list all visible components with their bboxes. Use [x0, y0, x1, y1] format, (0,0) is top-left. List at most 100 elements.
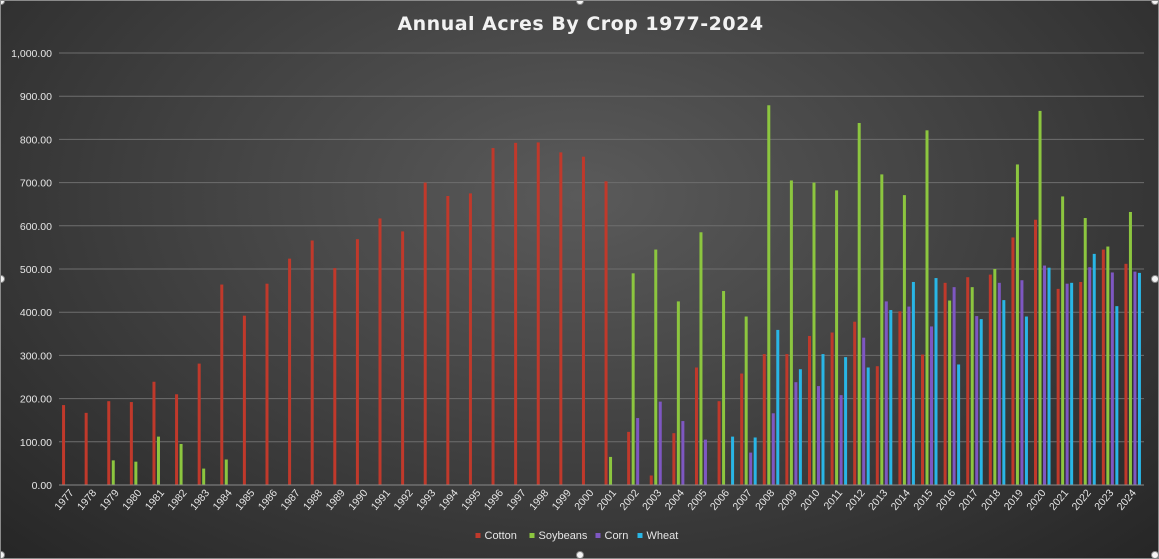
bar-wheat[interactable] — [753, 437, 757, 485]
bar-soybeans[interactable] — [857, 122, 861, 485]
bar-corn[interactable] — [1065, 283, 1069, 485]
bar-cotton[interactable] — [966, 277, 970, 485]
bar-cotton[interactable] — [943, 282, 947, 485]
bar-cotton[interactable] — [401, 231, 405, 485]
bar-soybeans[interactable] — [1038, 110, 1042, 485]
bar-wheat[interactable] — [1070, 282, 1074, 485]
bar-corn[interactable] — [794, 382, 798, 485]
bar-cotton[interactable] — [423, 182, 427, 485]
bar-soybeans[interactable] — [722, 291, 726, 485]
bar-corn[interactable] — [930, 326, 934, 485]
bar-cotton[interactable] — [853, 321, 857, 485]
bar-cotton[interactable] — [152, 381, 156, 485]
bar-corn[interactable] — [862, 337, 866, 485]
bar-soybeans[interactable] — [1128, 211, 1132, 485]
bar-cotton[interactable] — [446, 195, 450, 485]
bar-cotton[interactable] — [559, 152, 563, 486]
bar-soybeans[interactable] — [699, 232, 703, 485]
bar-cotton[interactable] — [1101, 249, 1105, 485]
resize-handle-middle-right[interactable] — [1151, 275, 1158, 283]
bar-wheat[interactable] — [957, 364, 961, 485]
bar-cotton[interactable] — [491, 148, 495, 486]
bar-cotton[interactable] — [762, 354, 766, 485]
bar-soybeans[interactable] — [1083, 218, 1087, 486]
bar-cotton[interactable] — [310, 240, 314, 485]
bar-corn[interactable] — [771, 413, 775, 485]
bar-soybeans[interactable] — [767, 105, 771, 485]
bar-cotton[interactable] — [514, 142, 518, 485]
bar-cotton[interactable] — [62, 405, 66, 485]
bar-wheat[interactable] — [979, 319, 983, 485]
bar-cotton[interactable] — [830, 332, 834, 485]
bar-cotton[interactable] — [785, 354, 789, 485]
bar-soybeans[interactable] — [948, 300, 952, 485]
bar-cotton[interactable] — [378, 218, 382, 485]
bar-cotton[interactable] — [1056, 288, 1060, 485]
bar-soybeans[interactable] — [631, 273, 635, 485]
bar-cotton[interactable] — [875, 366, 879, 485]
bar-wheat[interactable] — [1115, 306, 1119, 485]
bar-cotton[interactable] — [1124, 263, 1128, 485]
resize-handle-bottom-left[interactable] — [1, 551, 5, 558]
bar-corn[interactable] — [681, 421, 685, 485]
bar-wheat[interactable] — [798, 369, 802, 485]
bar-cotton[interactable] — [265, 283, 269, 485]
bar-wheat[interactable] — [911, 281, 915, 485]
bar-corn[interactable] — [749, 452, 753, 485]
legend-item-wheat[interactable]: Wheat — [637, 530, 679, 542]
bar-wheat[interactable] — [889, 310, 893, 485]
bar-soybeans[interactable] — [970, 287, 974, 485]
bar-soybeans[interactable] — [1061, 196, 1065, 485]
bar-cotton[interactable] — [1034, 219, 1038, 485]
bar-wheat[interactable] — [1047, 267, 1051, 485]
bar-cotton[interactable] — [717, 401, 721, 485]
bar-corn[interactable] — [884, 301, 888, 485]
bar-cotton[interactable] — [107, 401, 111, 485]
bar-wheat[interactable] — [844, 357, 848, 485]
bar-soybeans[interactable] — [835, 190, 839, 485]
bar-cotton[interactable] — [355, 239, 359, 485]
bar-cotton[interactable] — [921, 354, 925, 485]
bar-corn[interactable] — [1043, 265, 1047, 485]
bar-cotton[interactable] — [242, 315, 246, 485]
bar-corn[interactable] — [1020, 280, 1024, 485]
bar-cotton[interactable] — [694, 367, 698, 485]
bar-soybeans[interactable] — [1106, 246, 1110, 485]
bar-soybeans[interactable] — [224, 459, 228, 485]
bar-soybeans[interactable] — [1015, 164, 1019, 485]
resize-handle-bottom-right[interactable] — [1151, 551, 1158, 558]
legend-item-soybeans[interactable]: Soybeans — [529, 530, 588, 542]
bar-cotton[interactable] — [672, 433, 676, 485]
bar-cotton[interactable] — [649, 475, 653, 485]
bar-soybeans[interactable] — [609, 456, 613, 485]
bar-corn[interactable] — [816, 386, 820, 485]
legend-item-cotton[interactable]: Cotton — [475, 530, 517, 542]
bar-corn[interactable] — [1133, 271, 1137, 485]
bar-cotton[interactable] — [1011, 237, 1015, 485]
bar-corn[interactable] — [975, 316, 979, 485]
bar-cotton[interactable] — [220, 284, 224, 485]
bar-cotton[interactable] — [581, 156, 585, 485]
bar-wheat[interactable] — [1137, 272, 1141, 485]
bar-corn[interactable] — [907, 306, 911, 485]
bar-corn[interactable] — [1110, 272, 1114, 485]
bar-cotton[interactable] — [197, 363, 201, 485]
bar-wheat[interactable] — [1002, 300, 1006, 485]
bar-wheat[interactable] — [776, 329, 780, 485]
bar-cotton[interactable] — [175, 394, 179, 485]
bar-soybeans[interactable] — [880, 174, 884, 485]
bar-wheat[interactable] — [866, 367, 870, 485]
bar-cotton[interactable] — [468, 193, 472, 485]
bar-cotton[interactable] — [740, 373, 744, 485]
resize-handle-bottom-center[interactable] — [576, 551, 584, 558]
bar-wheat[interactable] — [1024, 316, 1028, 485]
bar-soybeans[interactable] — [111, 460, 115, 485]
bar-corn[interactable] — [997, 282, 1001, 485]
bar-soybeans[interactable] — [134, 461, 138, 485]
bar-soybeans[interactable] — [744, 316, 748, 485]
bar-soybeans[interactable] — [789, 180, 793, 485]
bar-cotton[interactable] — [627, 431, 631, 485]
bar-corn[interactable] — [636, 418, 640, 485]
bar-soybeans[interactable] — [993, 269, 997, 485]
